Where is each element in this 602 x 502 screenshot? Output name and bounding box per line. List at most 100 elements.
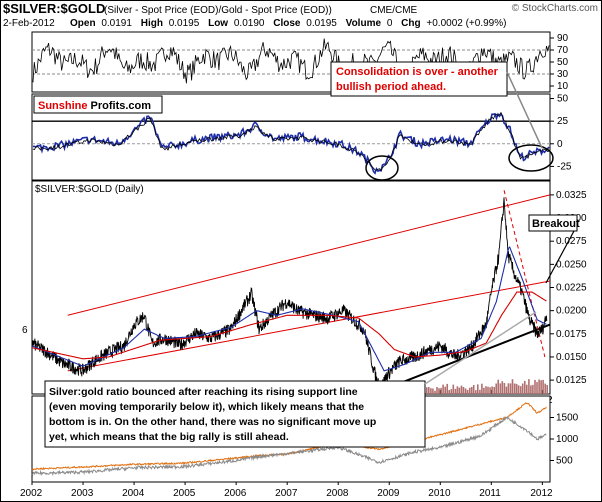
volume-bar bbox=[448, 390, 450, 394]
macd-tick-label: 0 bbox=[557, 139, 563, 150]
comparison-x-label: 2003 bbox=[71, 488, 94, 499]
silver-price-line bbox=[31, 415, 547, 477]
price-panel-frame bbox=[31, 180, 551, 395]
price-tick-label: 0.0200 bbox=[556, 306, 587, 317]
rsi-tick-label: 90 bbox=[557, 33, 569, 44]
comparison-x-label: 2005 bbox=[173, 488, 196, 499]
volume-bar bbox=[428, 387, 430, 394]
ma-long-line bbox=[31, 291, 547, 360]
volume-bar bbox=[505, 386, 508, 394]
close-label: Close bbox=[273, 18, 301, 29]
volume-bar bbox=[487, 386, 489, 394]
macd-tick-label: -25 bbox=[557, 161, 572, 172]
comparison-x-label: 2002 bbox=[20, 488, 43, 499]
volume-bar bbox=[440, 387, 442, 394]
price-tick-label: 0.0325 bbox=[556, 190, 587, 201]
comparison-tick-label: 1500 bbox=[556, 413, 579, 424]
date-value: 2-Feb-2012 bbox=[3, 18, 55, 29]
volume-bar bbox=[472, 385, 475, 394]
consolidation-line-1: Consolidation is over - another bbox=[336, 66, 499, 78]
macd-circle-2012 bbox=[508, 144, 554, 172]
exchange-label: CME/CME bbox=[370, 5, 418, 16]
volume-bar bbox=[446, 383, 448, 394]
rsi-tick-label: 50 bbox=[557, 57, 569, 68]
open-label: Open bbox=[70, 18, 96, 29]
bottom-note-line-3: bottom is in. On the other hand, there w… bbox=[49, 416, 376, 428]
volume-bar bbox=[468, 387, 471, 394]
comparison-x-label: 2011 bbox=[479, 488, 501, 499]
ohlc-line: 2-Feb-2012 Open 0.0191 High 0.0195 Low 0… bbox=[3, 18, 506, 29]
comparison-tick-label: 500 bbox=[556, 456, 573, 467]
volume-bar bbox=[442, 384, 444, 394]
volume-bar bbox=[452, 384, 455, 394]
volume-bar bbox=[503, 383, 506, 394]
comparison-x-label: 2007 bbox=[275, 488, 298, 499]
chart-title: $SILVER:$GOLD bbox=[3, 1, 105, 16]
chart-title-desc: (Silver - Spot Price (EOD)/Gold - Spot P… bbox=[104, 5, 332, 16]
volume-bar bbox=[509, 383, 512, 394]
macd-tick-label: 50 bbox=[557, 94, 569, 105]
comparison-x-label: 2004 bbox=[122, 488, 145, 499]
consolidation-box bbox=[330, 61, 508, 97]
price-tick-label: 0.0125 bbox=[556, 375, 587, 386]
volume-bar bbox=[458, 387, 461, 394]
comparison-x-label: 2012 bbox=[530, 488, 553, 499]
volume-bar bbox=[526, 384, 528, 394]
volume-bar bbox=[491, 386, 493, 394]
volume-bar bbox=[538, 379, 540, 394]
price-panel-title: $SILVER:$GOLD (Daily) bbox=[35, 184, 144, 195]
volume-bar bbox=[501, 381, 504, 394]
consolidation-annotation: Consolidation is over - another bullish … bbox=[330, 61, 543, 149]
consolidation-line-2: bullish period ahead. bbox=[336, 81, 446, 93]
macd-tick-label: 25 bbox=[557, 116, 569, 127]
comparison-x-label: 2008 bbox=[326, 488, 349, 499]
volume-bar bbox=[495, 383, 497, 394]
ma-short-line bbox=[31, 246, 547, 372]
volume-bar bbox=[479, 389, 481, 394]
watermark: © StockCharts.com bbox=[512, 3, 598, 14]
price-panel: 0.0125 0.0150 0.0175 0.0200 0.0225 0.0250 0.02… bbox=[31, 180, 587, 406]
volume-bar bbox=[489, 387, 491, 394]
volume-bar bbox=[430, 388, 432, 394]
bottom-note: Silver:gold ratio bounced after reaching… bbox=[44, 311, 537, 448]
left-axis-label: 6 bbox=[22, 325, 28, 336]
volume-label: Volume bbox=[346, 18, 382, 29]
comparison-x-label: 2010 bbox=[428, 488, 451, 499]
logo: Sunshine Profits.com bbox=[33, 95, 163, 114]
volume-bar bbox=[436, 387, 438, 394]
volume-bar bbox=[434, 390, 436, 394]
volume-bar bbox=[507, 383, 510, 394]
volume-bar bbox=[466, 390, 469, 394]
volume-bar bbox=[515, 383, 518, 394]
bottom-note-line-4: yet, which means that the big rally is s… bbox=[49, 431, 289, 443]
high-label: High bbox=[141, 18, 163, 29]
volume-bar bbox=[534, 379, 536, 394]
volume-bar bbox=[513, 383, 516, 394]
volume-bar bbox=[497, 379, 499, 394]
bottom-note-line-2: (even moving temporarily below it), whic… bbox=[49, 401, 364, 413]
logo-box bbox=[33, 95, 163, 114]
volume-value: 0 bbox=[387, 18, 393, 29]
volume-bar bbox=[477, 384, 479, 394]
consolidation-pointer bbox=[506, 71, 543, 149]
comparison-x-label: 2009 bbox=[377, 488, 400, 499]
price-tick-label: 0.0275 bbox=[556, 236, 587, 247]
breakout-pointer bbox=[545, 230, 575, 284]
price-tick-label: 0.0225 bbox=[556, 283, 587, 294]
volume-bar bbox=[524, 380, 526, 394]
volume-bar bbox=[521, 383, 524, 394]
volume-bar bbox=[460, 385, 463, 394]
volume-bar bbox=[485, 386, 487, 394]
volume-bar bbox=[540, 380, 542, 394]
volume-bar bbox=[544, 383, 546, 394]
volume-bar bbox=[542, 379, 544, 394]
price-tick-label: 0.0175 bbox=[556, 329, 587, 340]
volume-bar bbox=[470, 387, 473, 394]
volume-bar bbox=[511, 379, 514, 394]
low-label: Low bbox=[208, 18, 228, 29]
breakout-dash-line bbox=[503, 190, 546, 358]
volume-bar bbox=[438, 388, 440, 394]
chg-label: Chg bbox=[401, 18, 420, 29]
